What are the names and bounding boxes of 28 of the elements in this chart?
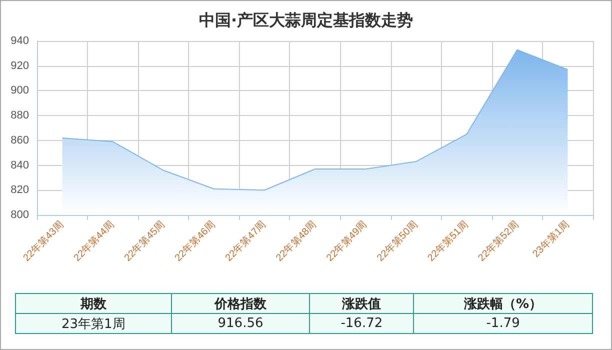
y-tick-label: 900 [10, 84, 29, 97]
x-tick-label: 22年第47周 [222, 218, 268, 264]
x-tick-label: 22年第44周 [71, 218, 117, 264]
y-tick-label: 820 [10, 184, 29, 196]
text: -1.79 [414, 314, 592, 334]
text: 涨跌幅（%） [414, 294, 592, 314]
text: 916.56 [171, 314, 310, 334]
y-tick-label: 880 [10, 110, 29, 122]
y-tick-label: 800 [10, 209, 29, 221]
chart-title: 中国·产区大蒜周定基指数走势 [198, 10, 414, 30]
y-tick-label: 920 [10, 60, 29, 72]
text: 期数 [16, 294, 172, 314]
x-tick-label: 22年第46周 [172, 218, 218, 264]
y-tick-label: 860 [10, 134, 29, 146]
x-tick-label: 22年第50周 [374, 218, 420, 264]
x-tick-label: 22年第48周 [273, 218, 319, 264]
x-tick-label: 22年第49周 [324, 218, 370, 264]
text: 23年第1周 [16, 314, 172, 334]
text: 价格指数 [171, 294, 310, 314]
x-tick-label: 22年第43周 [20, 218, 66, 264]
text: 涨跌值 [310, 294, 414, 314]
x-tick-label: 23年第1周 [530, 218, 572, 260]
y-tick-label: 840 [10, 159, 29, 172]
text: -16.72 [310, 314, 414, 334]
x-tick-label: 22年第51周 [425, 218, 471, 264]
x-tick-label: 22年第52周 [476, 218, 522, 264]
x-tick-label: 22年第45周 [122, 218, 168, 264]
y-tick-label: 940 [10, 35, 29, 47]
